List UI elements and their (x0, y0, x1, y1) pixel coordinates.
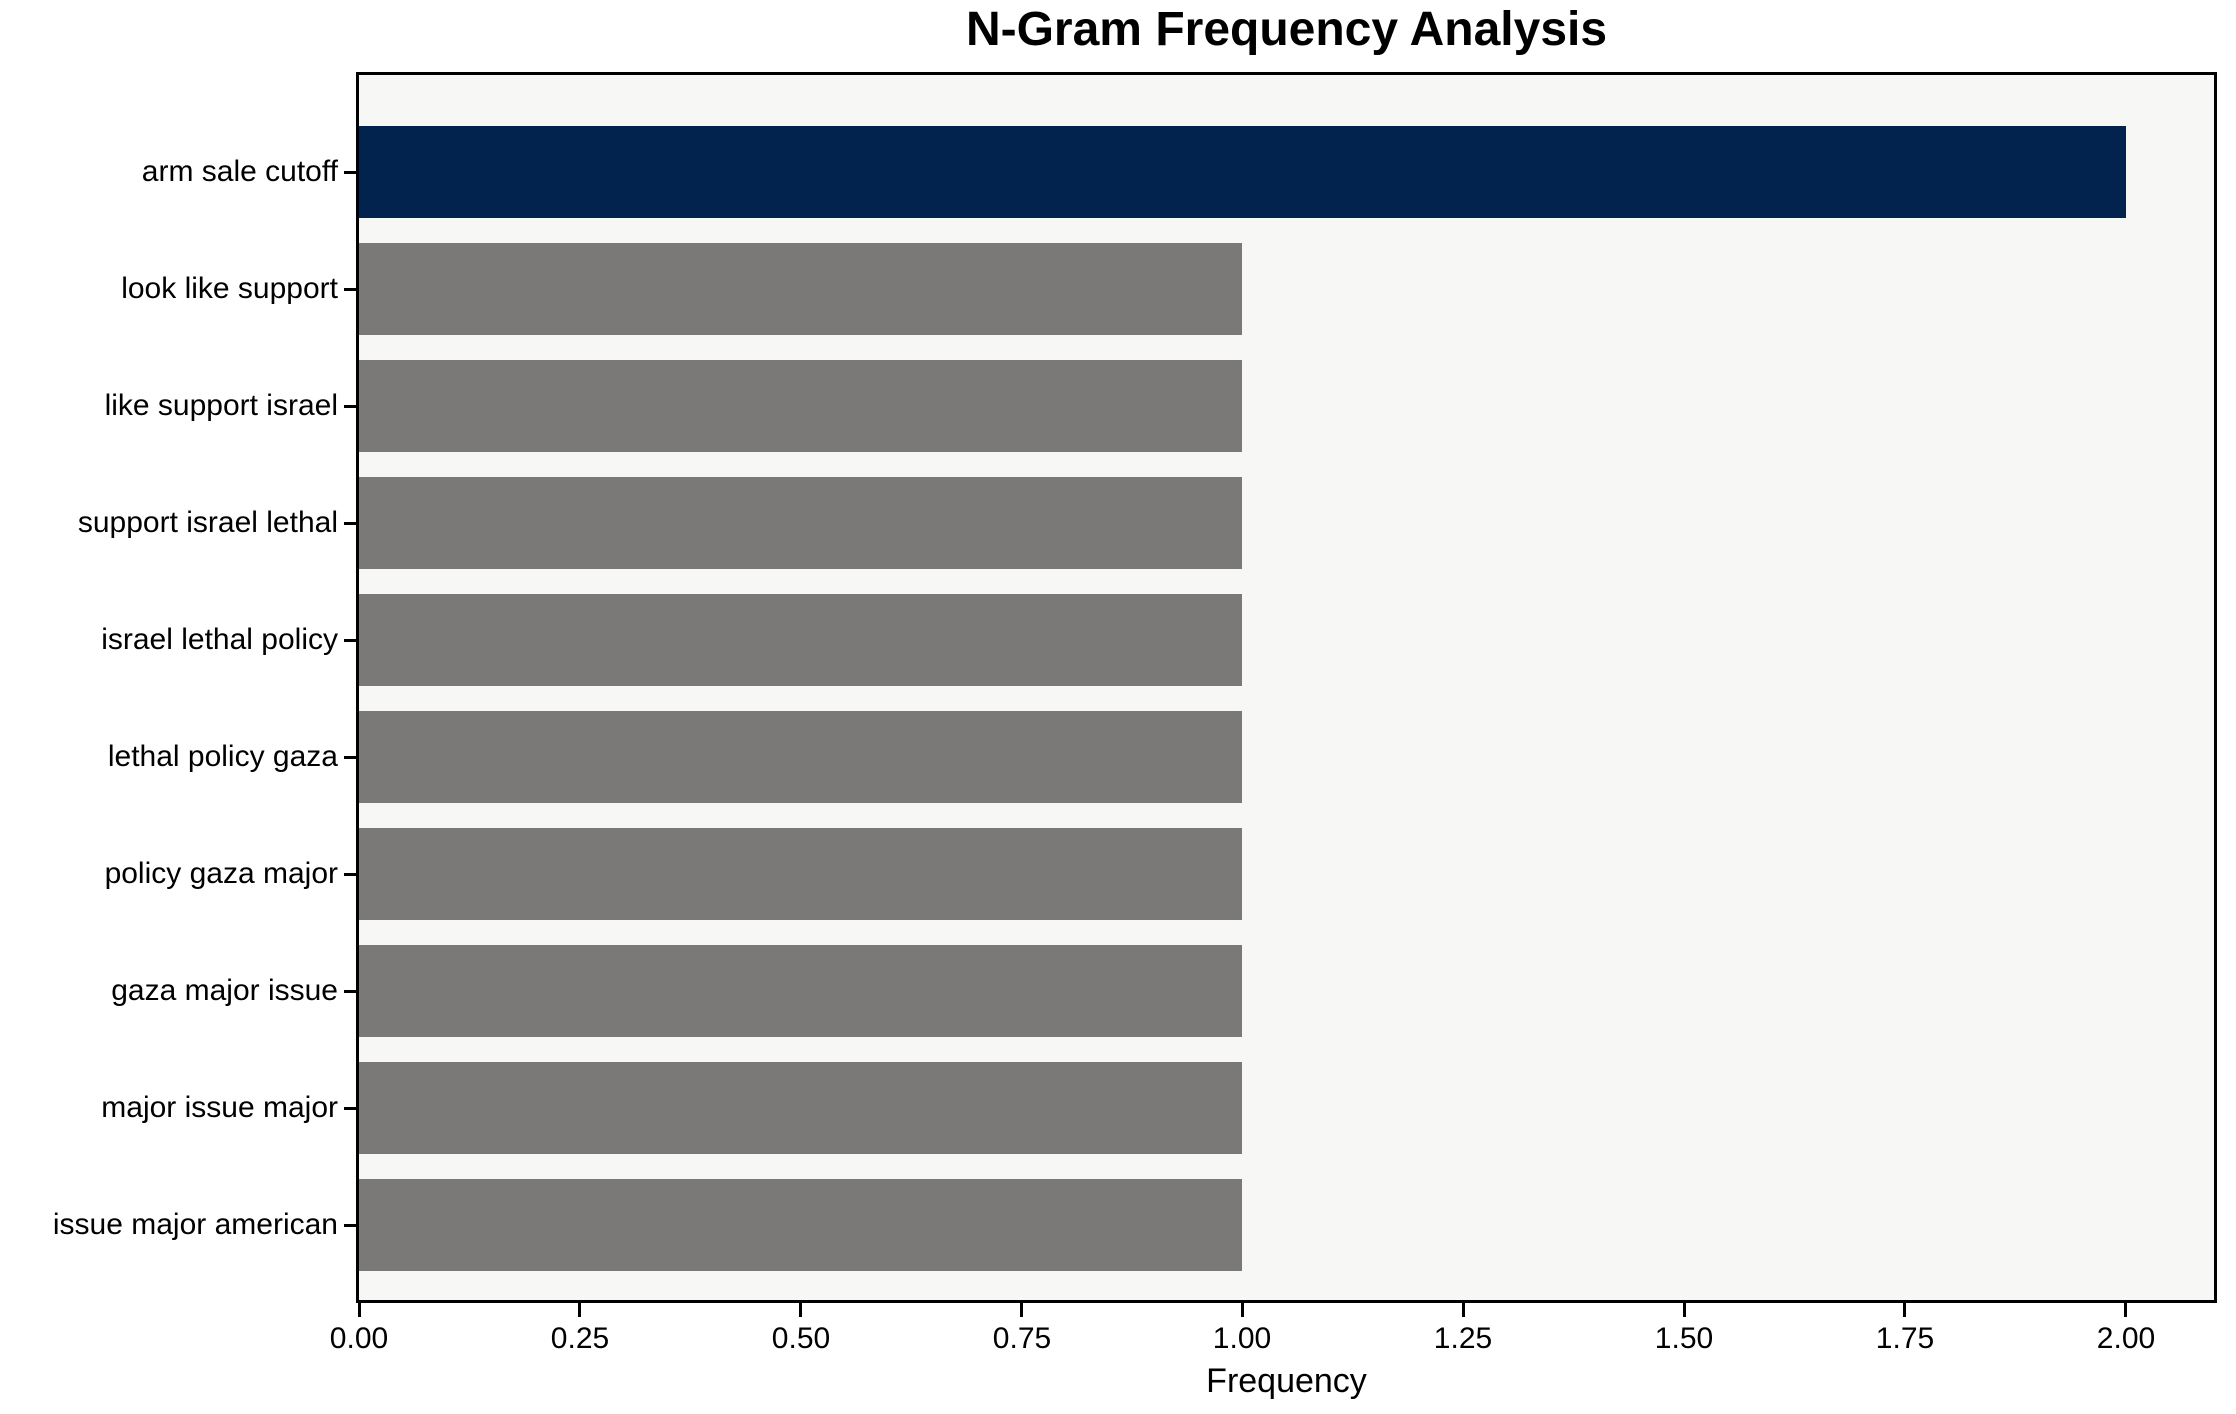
x-tick-label-1.25: 1.25 (1433, 1322, 1493, 1355)
x-axis-label: Frequency (1206, 1362, 1367, 1400)
bar-arm-sale-cutoff (359, 126, 2126, 218)
y-tick-mark (344, 171, 356, 174)
x-tick-label-0.50: 0.50 (771, 1322, 831, 1355)
y-tick-label-support-israel-lethal: support israel lethal (77, 506, 338, 539)
x-tick-mark (1020, 1303, 1023, 1317)
y-tick-mark (344, 288, 356, 291)
bar-major-issue-major (359, 1062, 1242, 1154)
y-tick-mark (344, 639, 356, 642)
y-tick-mark (344, 873, 356, 876)
bar-support-israel-lethal (359, 477, 1242, 569)
x-tick-mark (1683, 1303, 1686, 1317)
x-tick-mark (578, 1303, 581, 1317)
y-tick-mark (344, 756, 356, 759)
y-tick-label-look-like-support: look like support (121, 272, 338, 305)
y-tick-mark (344, 1107, 356, 1110)
y-tick-label-like-support-israel: like support israel (104, 389, 338, 422)
x-tick-mark (1903, 1303, 1906, 1317)
y-tick-mark (344, 990, 356, 993)
x-tick-label-0.25: 0.25 (550, 1322, 610, 1355)
x-tick-label-1.75: 1.75 (1875, 1322, 1935, 1355)
x-tick-label-1.50: 1.50 (1654, 1322, 1714, 1355)
x-tick-label-0.75: 0.75 (992, 1322, 1052, 1355)
bar-look-like-support (359, 243, 1242, 335)
y-tick-label-issue-major-american: issue major american (52, 1208, 338, 1241)
bar-lethal-policy-gaza (359, 711, 1242, 803)
y-tick-mark (344, 1224, 356, 1227)
x-tick-label-2.00: 2.00 (2096, 1322, 2156, 1355)
x-tick-mark (799, 1303, 802, 1317)
y-tick-label-arm-sale-cutoff: arm sale cutoff (141, 155, 338, 188)
plot-area (356, 72, 2217, 1303)
x-tick-label-1.00: 1.00 (1212, 1322, 1272, 1355)
bar-issue-major-american (359, 1179, 1242, 1271)
y-tick-label-major-issue-major: major issue major (101, 1091, 338, 1124)
bar-israel-lethal-policy (359, 594, 1242, 686)
x-tick-mark (1241, 1303, 1244, 1317)
y-tick-label-lethal-policy-gaza: lethal policy gaza (107, 740, 338, 773)
bar-gaza-major-issue (359, 945, 1242, 1037)
y-tick-label-israel-lethal-policy: israel lethal policy (101, 623, 338, 656)
y-tick-label-policy-gaza-major: policy gaza major (104, 857, 338, 890)
x-tick-mark (358, 1303, 361, 1317)
x-tick-mark (2124, 1303, 2127, 1317)
bar-policy-gaza-major (359, 828, 1242, 920)
y-tick-label-gaza-major-issue: gaza major issue (111, 974, 338, 1007)
chart-title: N-Gram Frequency Analysis (965, 3, 1608, 56)
y-tick-mark (344, 405, 356, 408)
y-tick-mark (344, 522, 356, 525)
bar-like-support-israel (359, 360, 1242, 452)
x-tick-mark (1462, 1303, 1465, 1317)
x-tick-label-0.00: 0.00 (329, 1322, 389, 1355)
